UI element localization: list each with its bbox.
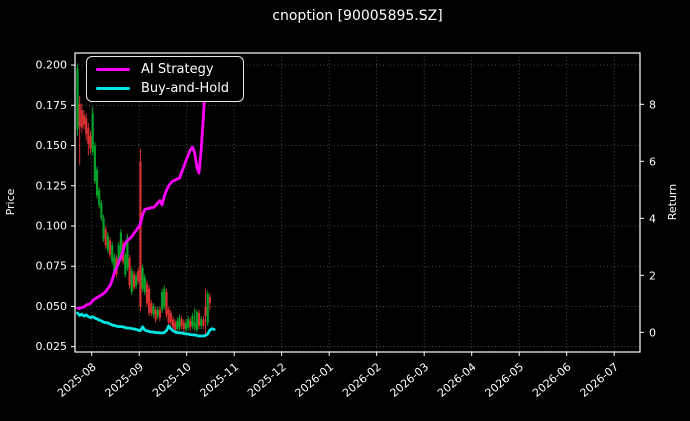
svg-text:2025-10: 2025-10 xyxy=(150,360,194,400)
svg-text:2025-08: 2025-08 xyxy=(55,360,99,400)
svg-text:2: 2 xyxy=(649,269,656,282)
svg-text:2026-03: 2026-03 xyxy=(388,360,432,400)
svg-text:0.125: 0.125 xyxy=(36,179,68,192)
svg-text:0.200: 0.200 xyxy=(36,59,68,72)
svg-text:0.150: 0.150 xyxy=(36,139,68,152)
price-axis-label: Price xyxy=(4,188,17,215)
svg-text:6: 6 xyxy=(649,155,656,168)
buy-and-hold-line-swatch xyxy=(96,86,130,91)
svg-text:8: 8 xyxy=(649,98,656,111)
ai-strategy-line-swatch xyxy=(96,67,130,72)
svg-text:0: 0 xyxy=(649,326,656,339)
svg-text:2026-02: 2026-02 xyxy=(340,360,384,400)
svg-text:2026-06: 2026-06 xyxy=(530,360,574,400)
svg-text:2025-11: 2025-11 xyxy=(198,360,242,400)
svg-text:0.175: 0.175 xyxy=(36,99,68,112)
buy-and-hold-label: Buy-and-Hold xyxy=(141,81,230,96)
legend: AI Strategy Buy-and-Hold xyxy=(86,56,245,102)
strategy-lines xyxy=(76,55,216,338)
return-axis-label: Return xyxy=(666,184,679,221)
ai-strategy-label: AI Strategy xyxy=(141,62,214,77)
svg-text:2026-05: 2026-05 xyxy=(483,360,527,400)
axes: 0.200 0.175 0.150 0.125 0.100 0.075 0.050 0.025… xyxy=(36,52,656,400)
legend-item-ai-strategy: AI Strategy xyxy=(96,62,229,77)
svg-text:2026-04: 2026-04 xyxy=(435,360,479,400)
svg-text:2026-01: 2026-01 xyxy=(293,360,337,400)
svg-text:0.025: 0.025 xyxy=(36,340,68,353)
svg-text:0.050: 0.050 xyxy=(36,300,68,313)
svg-text:0.075: 0.075 xyxy=(36,260,68,273)
svg-text:0.100: 0.100 xyxy=(36,219,68,232)
svg-text:2026-07: 2026-07 xyxy=(578,360,622,400)
svg-text:2025-09: 2025-09 xyxy=(103,360,147,400)
svg-text:2025-12: 2025-12 xyxy=(245,360,289,400)
svg-text:4: 4 xyxy=(649,212,656,225)
legend-item-buy-and-hold: Buy-and-Hold xyxy=(96,81,229,96)
chart-title: cnoption [90005895.SZ] xyxy=(272,8,443,24)
candlesticks xyxy=(76,63,211,334)
